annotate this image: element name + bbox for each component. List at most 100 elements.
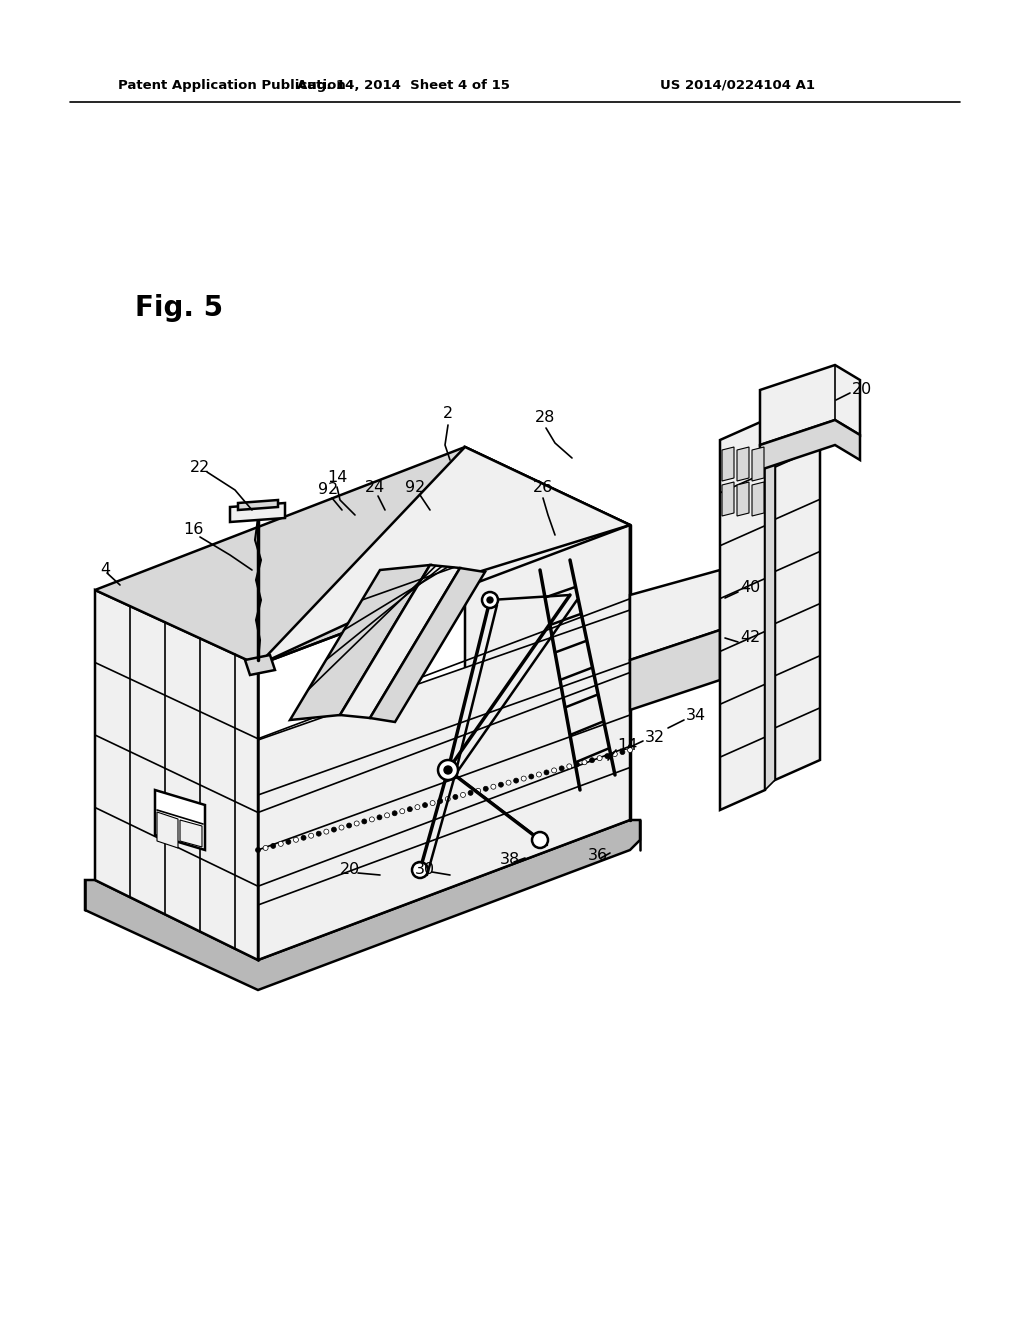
Polygon shape: [760, 420, 860, 470]
Text: 26: 26: [532, 480, 553, 495]
Text: 4: 4: [100, 562, 111, 578]
Circle shape: [412, 862, 428, 878]
Polygon shape: [465, 447, 630, 820]
Circle shape: [294, 837, 298, 842]
Circle shape: [279, 841, 284, 846]
Circle shape: [552, 768, 557, 774]
Circle shape: [476, 788, 480, 793]
Circle shape: [286, 840, 291, 845]
Circle shape: [461, 792, 466, 797]
Circle shape: [590, 758, 595, 763]
Circle shape: [332, 828, 337, 832]
Circle shape: [308, 833, 313, 838]
Polygon shape: [157, 812, 178, 847]
Text: Fig. 5: Fig. 5: [135, 294, 223, 322]
Circle shape: [392, 810, 397, 816]
Circle shape: [324, 829, 329, 834]
Polygon shape: [752, 447, 764, 480]
Circle shape: [612, 751, 617, 756]
Polygon shape: [95, 741, 630, 960]
Text: 20: 20: [340, 862, 360, 878]
Circle shape: [487, 597, 493, 603]
Polygon shape: [760, 366, 860, 445]
Polygon shape: [245, 655, 275, 675]
Text: 14: 14: [327, 470, 347, 484]
Circle shape: [415, 805, 420, 809]
Polygon shape: [765, 414, 775, 789]
Circle shape: [361, 818, 367, 824]
Circle shape: [490, 784, 496, 789]
Circle shape: [385, 813, 389, 818]
Polygon shape: [290, 565, 430, 719]
Circle shape: [453, 795, 458, 800]
Text: 20: 20: [852, 383, 872, 397]
Circle shape: [506, 780, 511, 785]
Text: 16: 16: [183, 523, 203, 537]
Text: 22: 22: [189, 459, 210, 474]
Polygon shape: [230, 503, 285, 521]
Circle shape: [408, 807, 413, 812]
Polygon shape: [85, 820, 640, 990]
Circle shape: [316, 832, 322, 836]
Circle shape: [521, 776, 526, 781]
Polygon shape: [722, 447, 734, 480]
Circle shape: [566, 764, 571, 768]
Circle shape: [483, 787, 488, 791]
Text: 92: 92: [317, 483, 338, 498]
Circle shape: [628, 747, 633, 752]
Circle shape: [620, 750, 625, 755]
Circle shape: [532, 832, 548, 847]
Circle shape: [339, 825, 344, 830]
Text: 34: 34: [686, 709, 707, 723]
Polygon shape: [720, 420, 765, 810]
Circle shape: [482, 591, 498, 609]
Text: 38: 38: [500, 853, 520, 867]
Polygon shape: [258, 447, 630, 665]
Circle shape: [514, 777, 518, 783]
Text: Patent Application Publication: Patent Application Publication: [118, 78, 346, 91]
Polygon shape: [737, 482, 749, 516]
Circle shape: [437, 799, 442, 804]
Polygon shape: [630, 630, 720, 710]
Circle shape: [346, 822, 351, 828]
Polygon shape: [370, 568, 485, 722]
Circle shape: [499, 783, 504, 787]
Text: Aug. 14, 2014  Sheet 4 of 15: Aug. 14, 2014 Sheet 4 of 15: [297, 78, 509, 91]
Polygon shape: [258, 610, 630, 960]
Polygon shape: [95, 590, 258, 960]
Circle shape: [377, 814, 382, 820]
Text: 40: 40: [740, 581, 760, 595]
Circle shape: [370, 817, 375, 822]
Text: 14: 14: [617, 738, 637, 752]
Polygon shape: [95, 447, 630, 665]
Polygon shape: [737, 447, 749, 480]
Polygon shape: [630, 570, 720, 660]
Text: 24: 24: [365, 480, 385, 495]
Polygon shape: [180, 820, 202, 847]
Text: 32: 32: [645, 730, 666, 744]
Circle shape: [270, 843, 275, 849]
Circle shape: [256, 847, 260, 853]
Text: 28: 28: [535, 411, 555, 425]
Text: 2: 2: [443, 405, 453, 421]
Text: 36: 36: [588, 847, 608, 862]
Text: US 2014/0224104 A1: US 2014/0224104 A1: [660, 78, 815, 91]
Circle shape: [544, 770, 549, 775]
Polygon shape: [340, 565, 460, 718]
Polygon shape: [722, 482, 734, 516]
Polygon shape: [238, 500, 278, 510]
Text: 30: 30: [415, 862, 435, 878]
Circle shape: [468, 791, 473, 796]
Polygon shape: [775, 395, 820, 780]
Circle shape: [597, 755, 602, 760]
Text: 42: 42: [740, 631, 760, 645]
Circle shape: [444, 766, 452, 774]
Circle shape: [263, 845, 268, 850]
Circle shape: [354, 821, 359, 826]
Circle shape: [301, 836, 306, 841]
Polygon shape: [752, 482, 764, 516]
Circle shape: [559, 766, 564, 771]
Text: 92: 92: [404, 479, 425, 495]
Circle shape: [528, 774, 534, 779]
Circle shape: [430, 800, 435, 805]
